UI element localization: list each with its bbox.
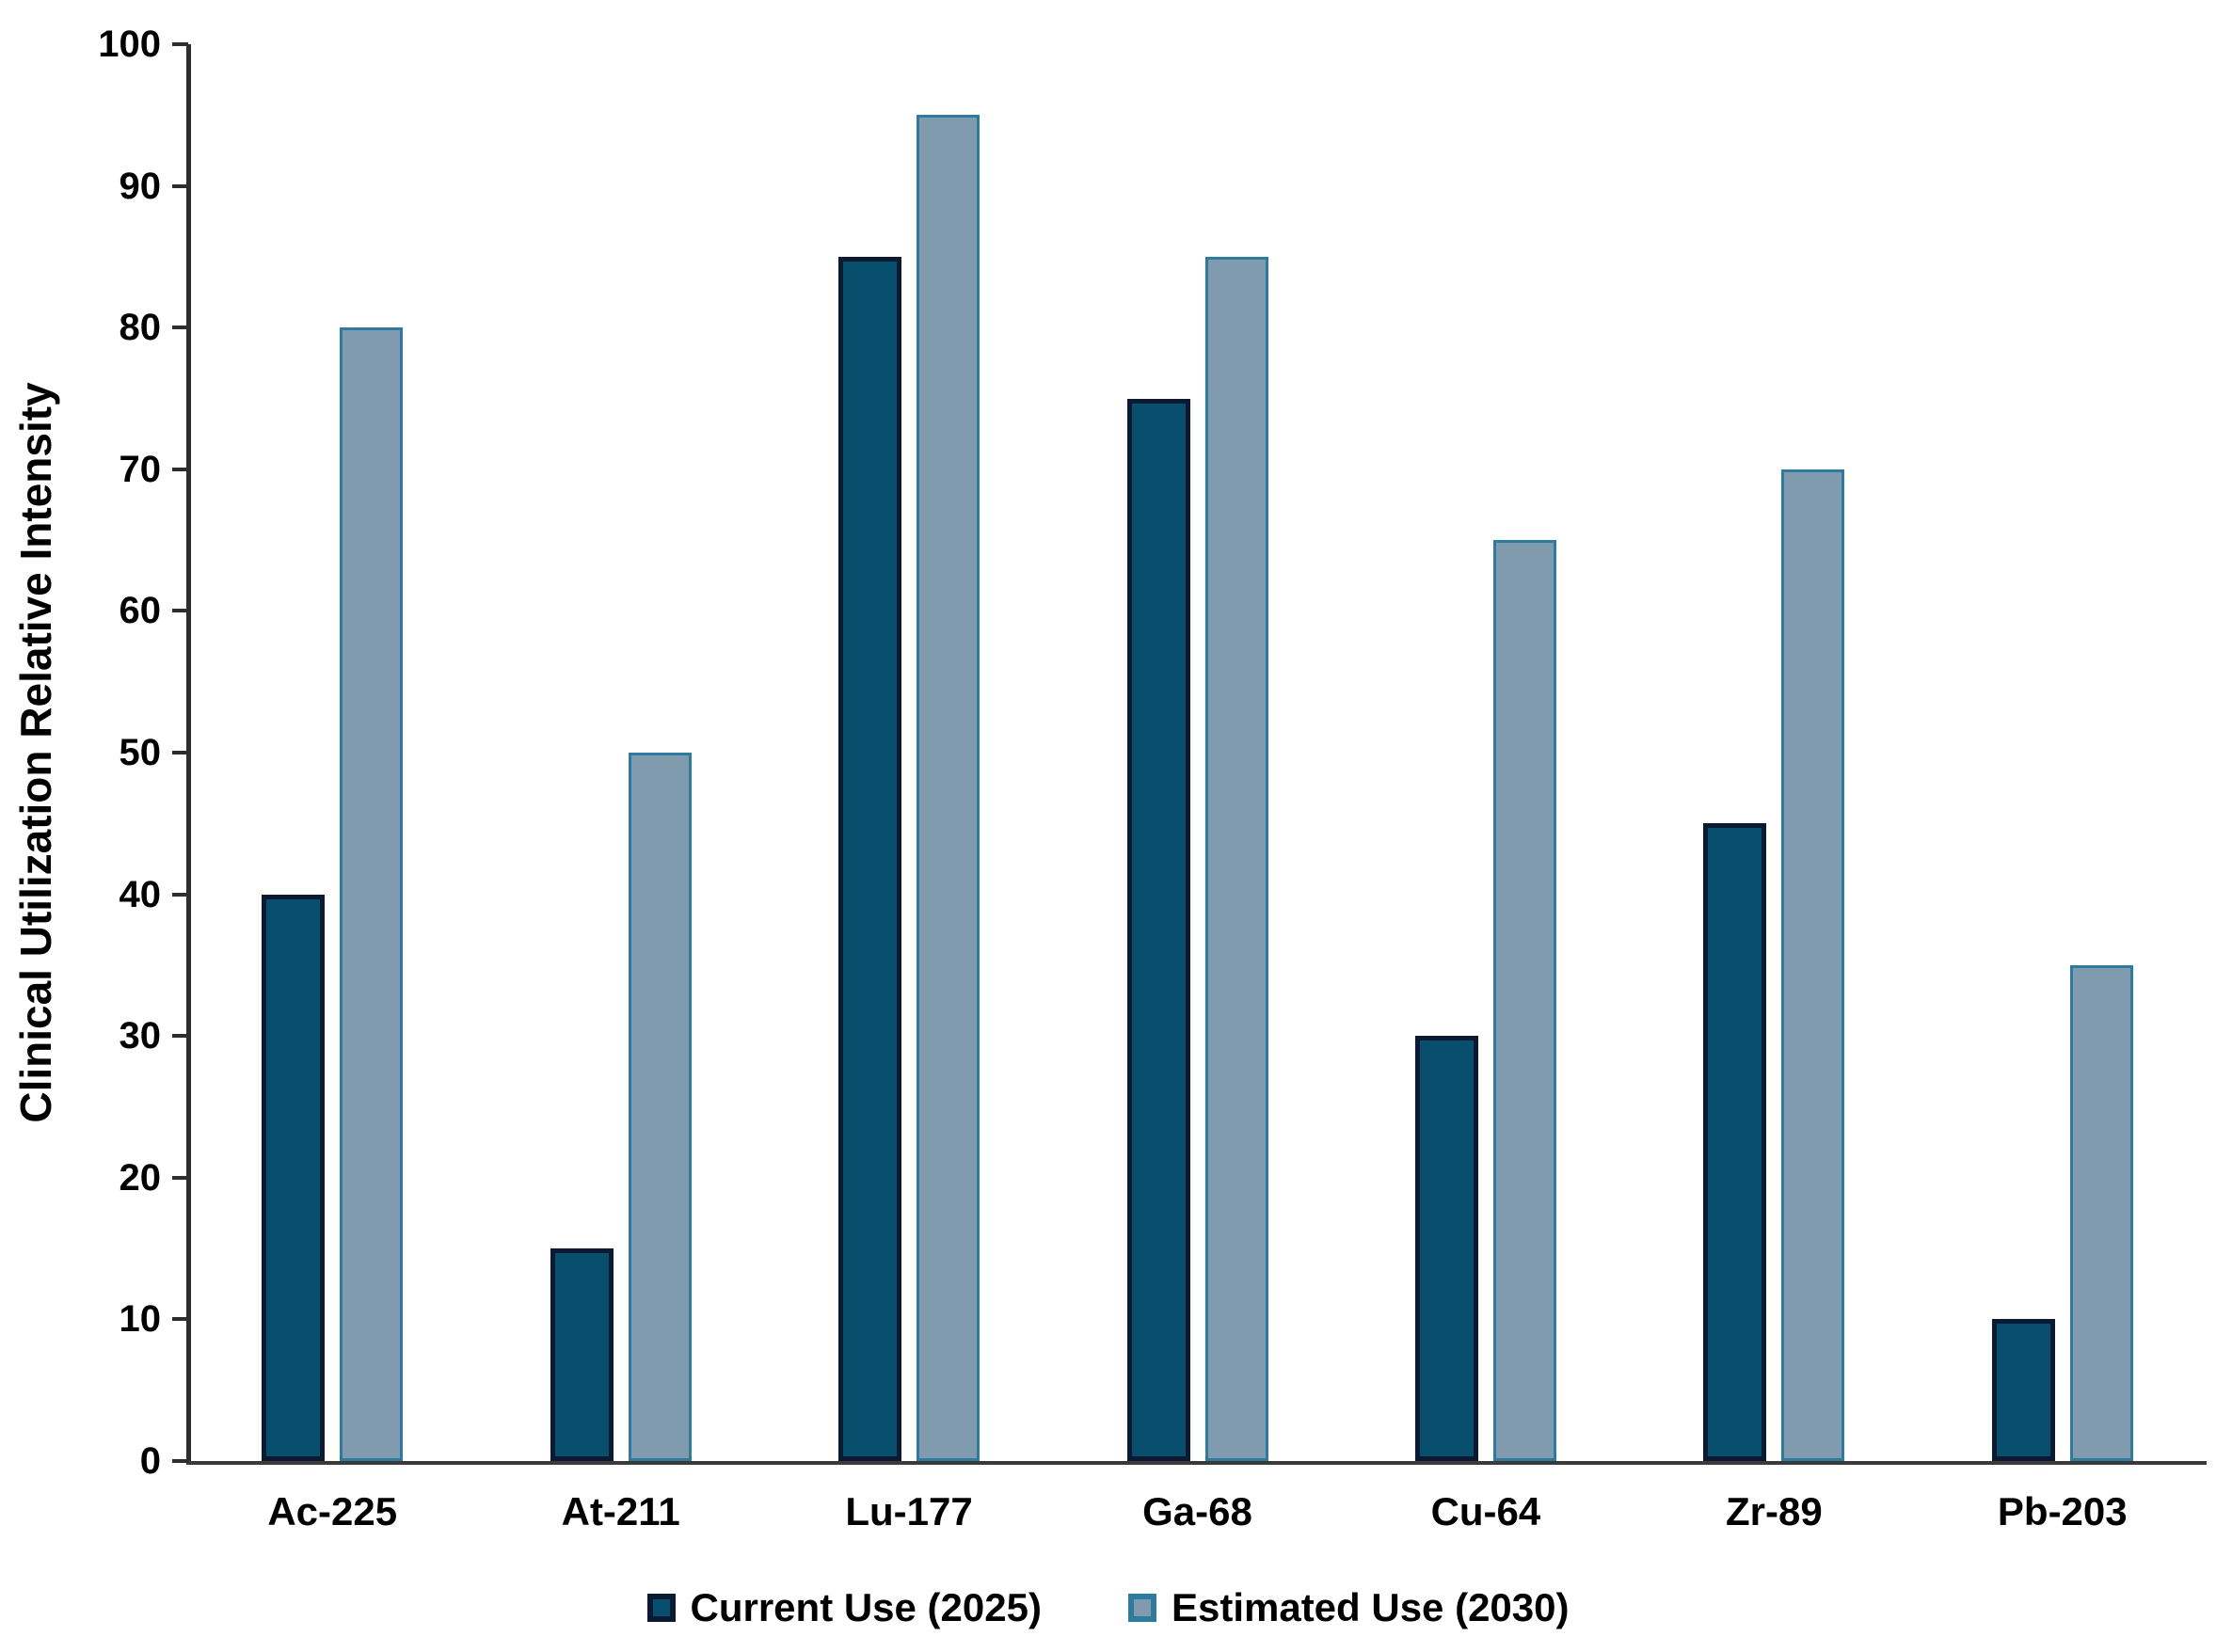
x-label-at-211: At-211 — [561, 1489, 680, 1533]
bar-cu-64-series-1 — [1492, 540, 1556, 1461]
y-tick-label: 60 — [119, 590, 162, 632]
y-tick-mark — [172, 1175, 188, 1180]
x-axis-line — [186, 1461, 2207, 1465]
bar-lu-177-series-1 — [917, 115, 980, 1461]
y-tick-mark — [172, 892, 188, 897]
bar-ga-68-series-0 — [1126, 398, 1190, 1461]
y-axis-line — [186, 44, 191, 1465]
y-tick-label: 10 — [119, 1298, 162, 1341]
bar-zr-89-series-1 — [1781, 469, 1845, 1461]
bar-ac-225-series-0 — [262, 894, 326, 1461]
bar-cu-64-series-0 — [1414, 1036, 1478, 1461]
y-tick-label: 30 — [119, 1015, 162, 1057]
legend-marker-icon — [1127, 1594, 1156, 1622]
bar-pb-203-series-1 — [2069, 964, 2133, 1461]
y-tick-label: 20 — [119, 1156, 162, 1199]
y-tick-label: 40 — [119, 873, 162, 915]
legend-label: Current Use (2025) — [690, 1585, 1042, 1629]
bar-zr-89-series-0 — [1703, 823, 1767, 1461]
y-tick-mark — [172, 1459, 188, 1463]
y-tick-label: 100 — [98, 24, 161, 65]
legend-entry-0: Current Use (2025) — [646, 1585, 1042, 1629]
y-tick-mark — [172, 42, 188, 46]
x-label-zr-89: Zr-89 — [1725, 1489, 1823, 1533]
x-label-cu-64: Cu-64 — [1430, 1489, 1541, 1533]
y-tick-label: 70 — [119, 448, 162, 490]
bar-lu-177-series-0 — [838, 256, 902, 1461]
x-label-ga-68: Ga-68 — [1142, 1489, 1252, 1533]
y-tick-label: 80 — [119, 307, 162, 349]
bar-at-211-series-0 — [550, 1248, 614, 1461]
y-tick-label: 50 — [119, 732, 162, 773]
bar-ga-68-series-1 — [1204, 256, 1268, 1461]
y-tick-label: 90 — [119, 165, 162, 207]
legend-label: Estimated Use (2030) — [1171, 1585, 1570, 1629]
y-tick-mark — [172, 467, 188, 471]
bar-pb-203-series-0 — [1991, 1319, 2055, 1461]
bar-ac-225-series-1 — [340, 327, 404, 1461]
bar-at-211-series-1 — [628, 753, 692, 1461]
legend-marker-icon — [646, 1594, 676, 1622]
y-tick-mark — [172, 1317, 188, 1322]
y-tick-mark — [172, 1034, 188, 1039]
y-tick-mark — [172, 183, 188, 188]
y-tick-label: 0 — [139, 1440, 161, 1482]
legend: Current Use (2025) Estimated Use (2030) — [0, 1586, 2216, 1629]
x-label-ac-225: Ac-225 — [267, 1489, 398, 1533]
x-label-pb-203: Pb-203 — [1997, 1489, 2128, 1533]
y-tick-mark — [172, 751, 188, 755]
y-tick-mark — [172, 326, 188, 330]
y-tick-mark — [172, 609, 188, 613]
x-label-lu-177: Lu-177 — [845, 1489, 973, 1533]
legend-entry-1: Estimated Use (2030) — [1127, 1585, 1570, 1629]
plot-area — [188, 44, 2207, 1461]
